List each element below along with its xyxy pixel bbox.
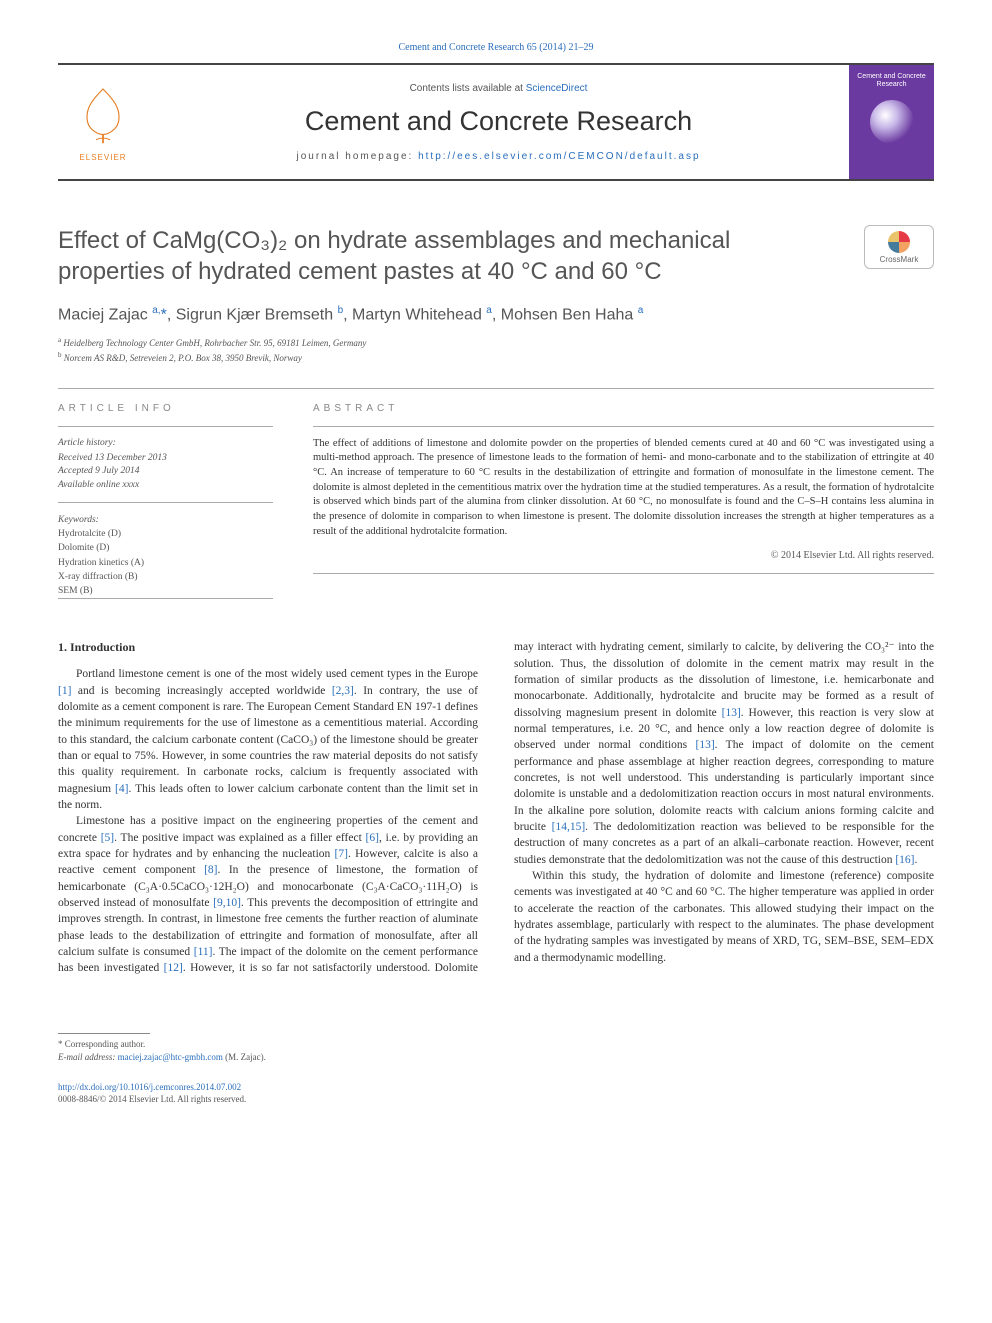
- ref-11[interactable]: [11]: [194, 946, 213, 958]
- footnotes: * Corresponding author. E-mail address: …: [58, 1038, 934, 1065]
- cover-globe-icon: [870, 100, 914, 144]
- doi-link[interactable]: http://dx.doi.org/10.1016/j.cemconres.20…: [58, 1082, 241, 1092]
- corresponding-author: * Corresponding author.: [58, 1038, 934, 1052]
- journal-title: Cement and Concrete Research: [305, 106, 692, 137]
- crossmark-icon: [888, 231, 910, 253]
- ref-14-15[interactable]: [14,15]: [552, 821, 586, 833]
- issn-copyright: 0008-8846/© 2014 Elsevier Ltd. All right…: [58, 1094, 246, 1104]
- ref-12[interactable]: [12]: [164, 962, 183, 974]
- page-footer: http://dx.doi.org/10.1016/j.cemconres.20…: [58, 1081, 934, 1106]
- article-history: Article history: Received 13 December 20…: [58, 437, 273, 503]
- ref-6[interactable]: [6]: [366, 832, 379, 844]
- journal-cover-thumbnail: Cement and Concrete Research: [849, 65, 934, 179]
- ref-5[interactable]: [5]: [101, 832, 114, 844]
- ref-9-10[interactable]: [9,10]: [213, 897, 241, 909]
- ref-13b[interactable]: [13]: [696, 739, 715, 751]
- journal-homepage-line: journal homepage: http://ees.elsevier.co…: [296, 151, 700, 162]
- journal-homepage-link[interactable]: http://ees.elsevier.com/CEMCON/default.a…: [418, 151, 700, 162]
- elsevier-label: ELSEVIER: [79, 153, 126, 162]
- abstract-copyright: © 2014 Elsevier Ltd. All rights reserved…: [313, 550, 934, 561]
- article-info-label: ARTICLE INFO: [58, 403, 273, 414]
- ref-16[interactable]: [16]: [895, 854, 914, 866]
- ref-4[interactable]: [4]: [115, 783, 128, 795]
- article-title: Effect of CaMg(CO₃)₂ on hydrate assembla…: [58, 225, 838, 287]
- elsevier-logo: ELSEVIER: [58, 65, 148, 179]
- body-text: 1. Introduction Portland limestone cemen…: [58, 639, 934, 976]
- ref-7[interactable]: [7]: [335, 848, 348, 860]
- top-journal-link[interactable]: Cement and Concrete Research 65 (2014) 2…: [58, 42, 934, 53]
- elsevier-tree-icon: [71, 82, 135, 152]
- authors-line: Maciej Zajac a,*, Sigrun Kjær Bremseth b…: [58, 305, 934, 324]
- abstract-text: The effect of additions of limestone and…: [313, 437, 934, 540]
- journal-header-band: ELSEVIER Contents lists available at Sci…: [58, 63, 934, 181]
- footnote-separator: [58, 1033, 150, 1034]
- ref-2-3[interactable]: [2,3]: [332, 685, 354, 697]
- ref-1[interactable]: [1]: [58, 685, 71, 697]
- sciencedirect-link[interactable]: ScienceDirect: [526, 83, 588, 94]
- ref-13a[interactable]: [13]: [722, 707, 741, 719]
- corresponding-email[interactable]: maciej.zajac@htc-gmbh.com: [118, 1052, 223, 1062]
- abstract-label: ABSTRACT: [313, 403, 934, 414]
- crossmark-badge[interactable]: CrossMark: [864, 225, 934, 269]
- affiliations: a Heidelberg Technology Center GmbH, Roh…: [58, 335, 934, 366]
- section-heading-introduction: 1. Introduction: [58, 639, 478, 656]
- contents-line: Contents lists available at ScienceDirec…: [410, 83, 588, 94]
- ref-8[interactable]: [8]: [204, 864, 217, 876]
- keywords: Keywords: Hydrotalcite (D) Dolomite (D) …: [58, 513, 273, 599]
